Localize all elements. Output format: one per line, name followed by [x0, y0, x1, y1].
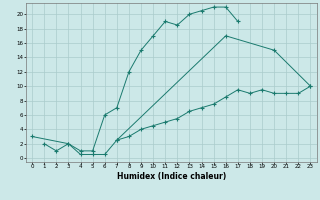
X-axis label: Humidex (Indice chaleur): Humidex (Indice chaleur) — [117, 172, 226, 181]
